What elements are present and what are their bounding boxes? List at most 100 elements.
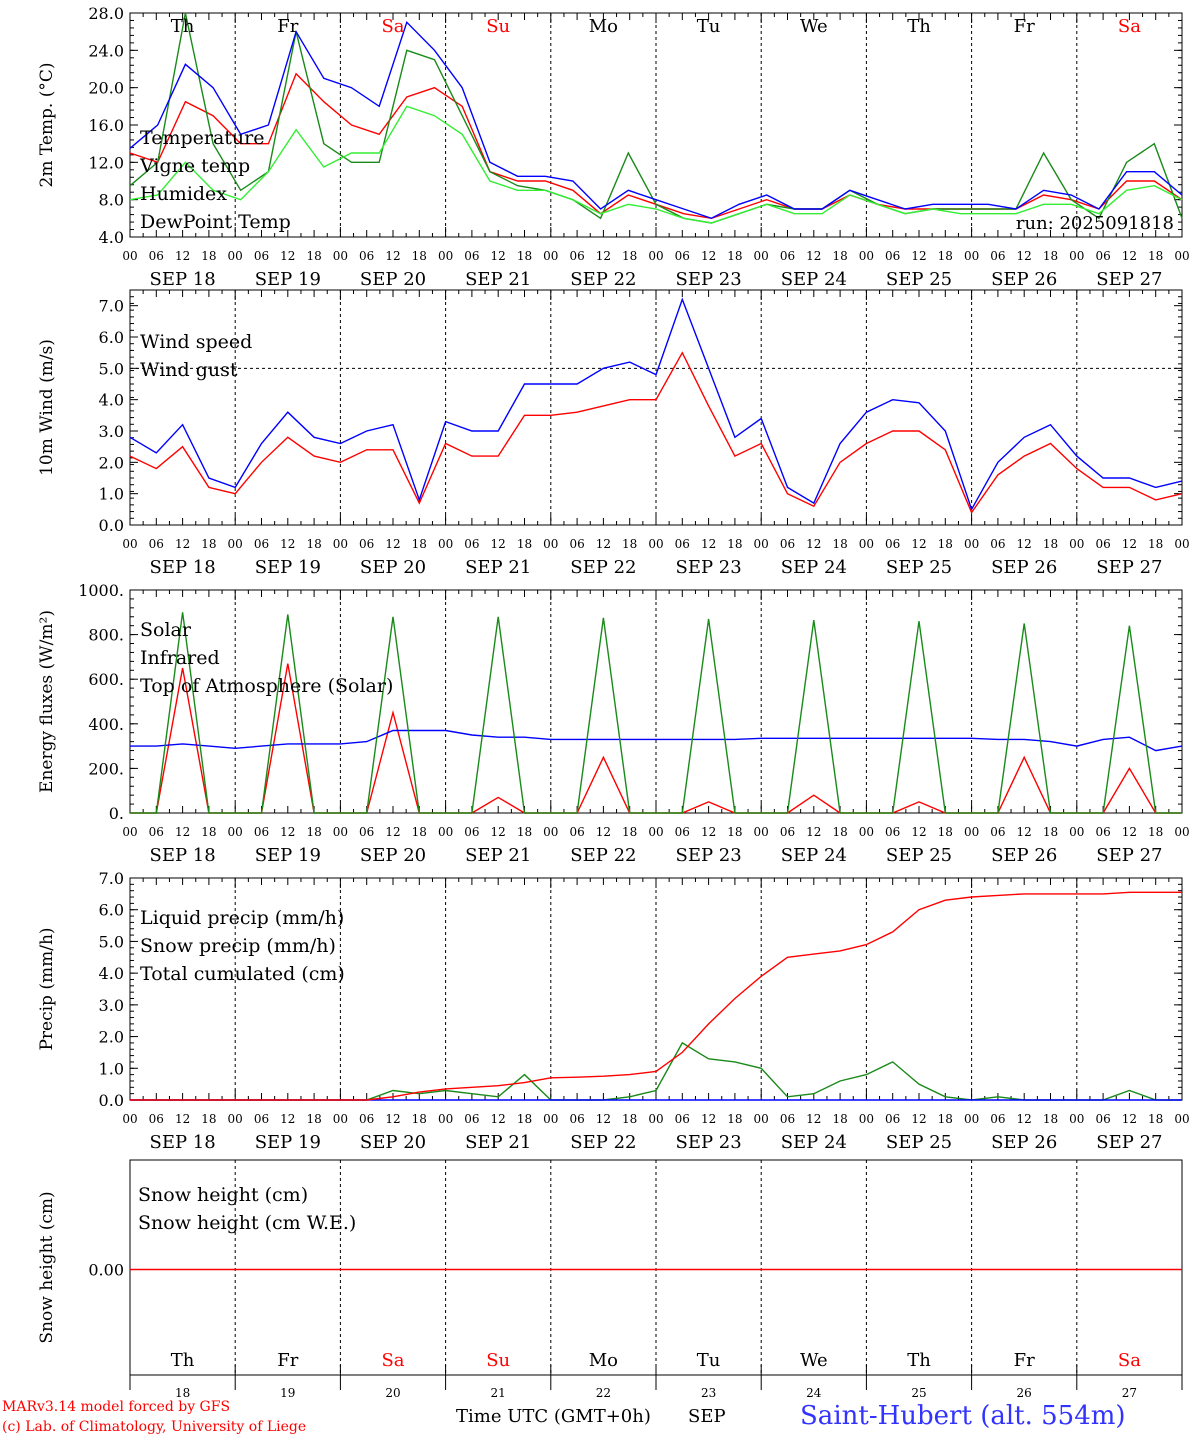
y-tick-label: 0.0 (99, 1091, 124, 1110)
hour-label: 00 (964, 249, 979, 263)
day-number: 18 (175, 1386, 190, 1400)
panel-4: 0.0 1.0 2.0 3.0 4.0 5.0 6.0 7.0 00 06 12 18 SEP 18 00… (37, 869, 1190, 1153)
day-name: Mo (589, 1350, 618, 1371)
hour-label: 06 (1095, 1112, 1110, 1126)
hour-label: 12 (385, 537, 400, 551)
y-tick-label: 3.0 (99, 422, 124, 441)
hour-label: 12 (1122, 1112, 1137, 1126)
hour-label: 00 (648, 1112, 663, 1126)
y-tick-label: 4.0 (99, 391, 124, 410)
day-number: 24 (806, 1386, 822, 1400)
hour-label: 00 (438, 1112, 453, 1126)
date-label: SEP 21 (465, 557, 531, 578)
y-tick-label: 7.0 (99, 297, 124, 316)
hour-label: 12 (806, 249, 821, 263)
hour-label: 06 (990, 825, 1005, 839)
hour-label: 18 (201, 1112, 216, 1126)
hour-label: 18 (306, 825, 321, 839)
day-name: Th (171, 16, 195, 37)
date-label: SEP 18 (149, 845, 215, 866)
y-tick-label: 4.0 (99, 228, 124, 247)
y-tick-label: 28.0 (88, 4, 124, 23)
run-annotation: run: 2025091818 (1016, 213, 1174, 234)
hour-label: 06 (569, 249, 584, 263)
date-label: SEP 27 (1096, 1132, 1162, 1153)
day-name: Tu (697, 16, 721, 37)
hour-label: 18 (622, 249, 637, 263)
series-line-1 (129, 351, 1183, 514)
hour-label: 06 (464, 537, 479, 551)
hour-label: 18 (306, 537, 321, 551)
day-name: Tu (697, 1350, 721, 1371)
hour-label: 00 (1069, 249, 1084, 263)
hour-label: 18 (517, 249, 532, 263)
hour-label: 18 (517, 825, 532, 839)
date-label: SEP 23 (675, 269, 741, 290)
hour-label: 00 (1174, 249, 1189, 263)
date-label: SEP 26 (991, 845, 1057, 866)
y-tick-label: 1000. (78, 581, 124, 600)
hour-label: 06 (359, 249, 374, 263)
date-label: SEP 25 (886, 269, 952, 290)
day-name: Fr (1014, 1350, 1035, 1371)
hour-label: 18 (832, 825, 847, 839)
hour-label: 00 (438, 249, 453, 263)
legend-entry: Vigne temp (139, 155, 250, 177)
hour-label: 06 (1095, 537, 1110, 551)
y-tick-label: 16.0 (88, 116, 124, 135)
hour-label: 00 (543, 825, 558, 839)
hour-label: 06 (780, 1112, 795, 1126)
hour-label: 18 (1148, 1112, 1163, 1126)
y-tick-label: 24.0 (88, 41, 124, 60)
date-label: SEP 21 (465, 269, 531, 290)
hour-label: 18 (1043, 537, 1058, 551)
legend-entry: Snow height (cm) (138, 1184, 308, 1206)
y-axis-title: Snow height (cm) (37, 1191, 57, 1343)
hour-label: 18 (517, 1112, 532, 1126)
hour-label: 12 (491, 825, 506, 839)
legend-entry: Liquid precip (mm/h) (140, 907, 344, 929)
hour-label: 18 (938, 825, 953, 839)
hour-label: 18 (727, 825, 742, 839)
hour-label: 00 (122, 249, 137, 263)
y-tick-label: 7.0 (99, 869, 124, 888)
hour-label: 06 (990, 1112, 1005, 1126)
hour-label: 06 (675, 1112, 690, 1126)
day-name: Fr (1014, 16, 1035, 37)
y-tick-label: 1.0 (99, 485, 124, 504)
day-number: 27 (1122, 1386, 1137, 1400)
hour-label: 12 (701, 249, 716, 263)
hour-label: 06 (254, 1112, 269, 1126)
hour-label: 00 (754, 537, 769, 551)
hour-label: 18 (727, 249, 742, 263)
y-tick-label: 200. (88, 759, 124, 778)
hour-label: 00 (1174, 537, 1189, 551)
day-number: 26 (1017, 1386, 1032, 1400)
hour-label: 06 (780, 249, 795, 263)
date-label: SEP 19 (255, 1132, 321, 1153)
hour-label: 06 (149, 1112, 164, 1126)
date-label: SEP 24 (781, 557, 847, 578)
hour-label: 18 (938, 1112, 953, 1126)
series-line-4 (129, 105, 1183, 224)
hour-label: 00 (648, 537, 663, 551)
hour-label: 00 (648, 249, 663, 263)
day-name: Th (907, 16, 931, 37)
hour-label: 00 (964, 537, 979, 551)
hour-label: 12 (1017, 249, 1032, 263)
day-number: 20 (385, 1386, 400, 1400)
date-label: SEP 18 (149, 557, 215, 578)
date-label: SEP 22 (570, 1132, 636, 1153)
legend-entry: Solar (140, 619, 192, 641)
hour-label: 18 (517, 537, 532, 551)
y-tick-label: 6.0 (99, 328, 124, 347)
panel-5: 0.00 Th 18 Fr 19 Sa 20 Su 21 Mo 22 Tu 23 We 24 Th 25 Fr 26… (37, 1159, 1183, 1400)
hour-label: 06 (569, 825, 584, 839)
date-label: SEP 26 (991, 269, 1057, 290)
hour-label: 06 (359, 537, 374, 551)
hour-label: 00 (859, 249, 874, 263)
panel-3: 0. 200. 400. 600. 800. 1000. 00 06 12 18 SEP 18 00 0… (37, 581, 1190, 866)
legend-entry: Infrared (140, 647, 220, 669)
date-label: SEP 20 (360, 557, 426, 578)
hour-label: 06 (1095, 249, 1110, 263)
